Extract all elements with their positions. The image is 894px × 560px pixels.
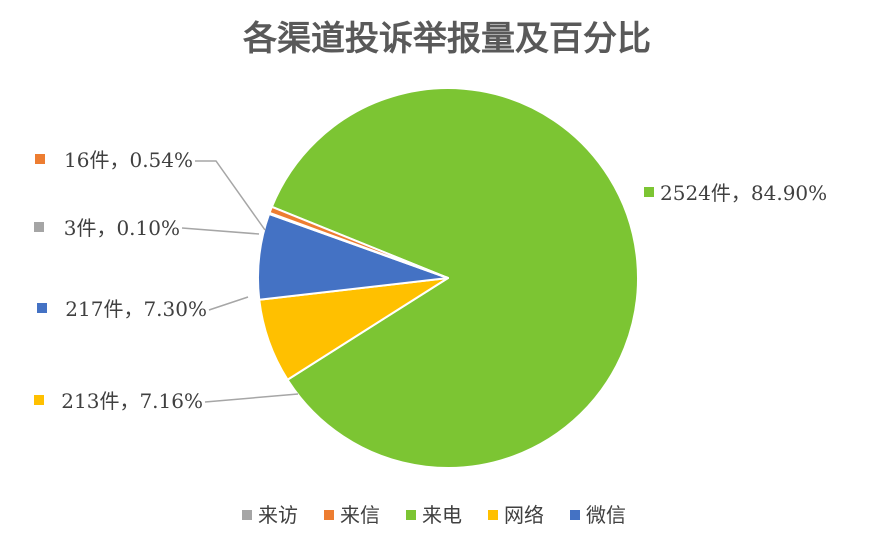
legend-label: 来信 (340, 503, 380, 527)
data-labels: 2524件，84.90% 213件，7.16% 217件，7.30% 3件，0.10%… (34, 148, 827, 413)
legend-swatch (406, 510, 416, 520)
pie-slices (256, 87, 640, 469)
leader-line (181, 227, 260, 235)
legend-swatch (570, 510, 580, 520)
leader-line (195, 160, 266, 231)
legend-swatch (324, 510, 334, 520)
legend-item: 来电 (406, 503, 462, 527)
legend-item: 网络 (488, 503, 544, 527)
data-label-swatch (34, 395, 44, 405)
legend: 来访 来信 来电 网络 微信 (242, 503, 626, 527)
chart-title: 各渠道投诉举报量及百分比 (243, 19, 651, 59)
legend-swatch (488, 510, 498, 520)
data-label-swatch (35, 154, 45, 164)
leader-line (204, 393, 299, 403)
legend-label: 微信 (586, 503, 626, 527)
pie-slice (268, 205, 449, 279)
legend-item: 微信 (570, 503, 626, 527)
legend-label: 来访 (258, 503, 298, 527)
data-label-swatch (37, 303, 47, 313)
data-label: 213件，7.16% (61, 389, 203, 413)
data-label: 16件，0.54% (64, 148, 193, 172)
leader-lines (181, 160, 299, 403)
leader-line (208, 296, 249, 311)
legend-label: 网络 (504, 503, 544, 527)
data-label: 3件，0.10% (64, 216, 180, 240)
data-label-swatch (644, 187, 654, 197)
legend-label: 来电 (422, 503, 462, 527)
data-label: 217件，7.30% (65, 297, 207, 321)
legend-swatch (242, 510, 252, 520)
legend-item: 来访 (242, 503, 298, 527)
legend-item: 来信 (324, 503, 380, 527)
pie-slice (270, 87, 640, 469)
data-label-swatch (34, 222, 44, 232)
data-label: 2524件，84.90% (660, 181, 827, 205)
